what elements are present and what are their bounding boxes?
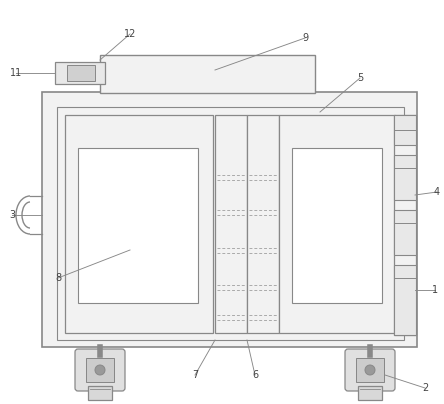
Text: 1: 1	[432, 285, 438, 295]
Bar	[356, 358, 384, 382]
Bar	[292, 148, 382, 303]
Bar	[394, 115, 416, 335]
Bar	[57, 107, 404, 340]
Bar	[55, 62, 105, 84]
Bar	[358, 386, 382, 400]
Text: 8: 8	[55, 273, 61, 283]
Text: 12: 12	[124, 29, 136, 39]
Text: 6: 6	[252, 370, 258, 380]
Bar	[86, 358, 114, 382]
Bar	[67, 65, 95, 81]
Bar	[394, 155, 416, 200]
Text: 4: 4	[434, 187, 440, 197]
Text: 5: 5	[357, 73, 363, 83]
Bar	[394, 210, 416, 255]
Text: 11: 11	[10, 68, 22, 78]
Bar	[65, 115, 213, 333]
Bar	[279, 115, 395, 333]
Circle shape	[95, 365, 105, 375]
FancyBboxPatch shape	[345, 349, 395, 391]
FancyBboxPatch shape	[75, 349, 125, 391]
Bar	[78, 148, 198, 303]
Text: 7: 7	[192, 370, 198, 380]
Bar	[88, 386, 112, 400]
Bar	[394, 115, 416, 145]
Text: 2: 2	[422, 383, 428, 393]
Bar	[42, 92, 417, 347]
Bar	[247, 115, 279, 333]
Text: 9: 9	[302, 33, 308, 43]
Bar	[394, 265, 416, 335]
Bar	[215, 115, 247, 333]
Circle shape	[365, 365, 375, 375]
Bar	[100, 55, 315, 93]
Text: 3: 3	[9, 210, 15, 220]
